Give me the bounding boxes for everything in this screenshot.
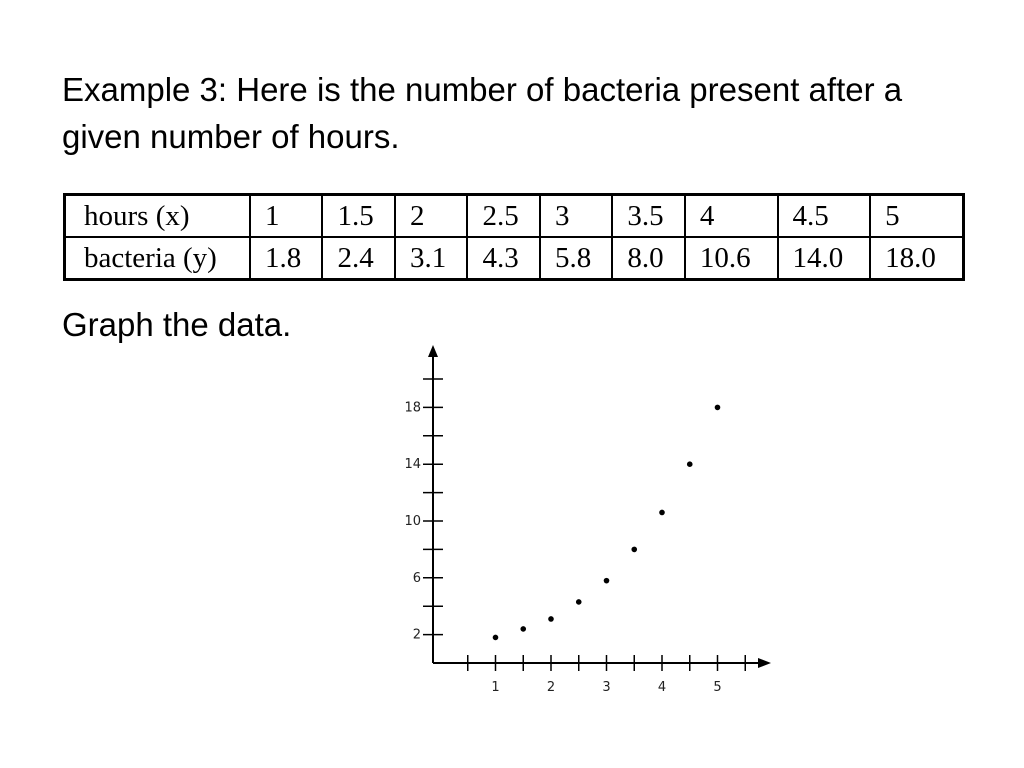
slide-title: Example 3: Here is the number of bacteri… — [62, 71, 903, 155]
y-tick-label: 2 — [413, 628, 421, 643]
table-cell: 8.0 — [611, 236, 686, 281]
table-cell: 10.6 — [683, 236, 779, 281]
table-cell: 4.3 — [466, 236, 541, 281]
data-point — [631, 546, 638, 553]
data-point — [686, 461, 693, 468]
row-label-bacteria: bacteria (y) — [63, 236, 251, 281]
data-point — [575, 599, 582, 605]
x-tick-label: 2 — [547, 680, 555, 695]
y-tick-label: 6 — [413, 571, 421, 586]
table-cell: 1 — [248, 193, 324, 238]
table-cell: 2.5 — [466, 193, 541, 238]
table-cell: 5 — [869, 193, 965, 238]
table-cell: 14.0 — [776, 236, 872, 281]
y-axis-arrow-icon — [428, 345, 438, 357]
x-axis-arrow-icon — [758, 658, 771, 668]
row-label-hours: hours (x) — [63, 193, 251, 238]
x-tick-label: 3 — [602, 680, 610, 695]
table-cell: 3.1 — [393, 236, 469, 281]
table-cell: 5.8 — [538, 236, 614, 281]
table-cell: 2 — [393, 193, 469, 238]
table-cell: 1.8 — [248, 236, 324, 281]
data-point — [659, 509, 665, 516]
table-cell: 18.0 — [869, 236, 965, 281]
table-cell: 4 — [683, 193, 779, 238]
x-tick-label: 1 — [491, 680, 499, 695]
x-tick-label: 4 — [658, 680, 666, 695]
data-table: hours (x) 1 1.5 2 2.5 3 3.5 4 4.5 5 bact… — [63, 193, 965, 281]
data-point — [548, 616, 554, 622]
data-point — [714, 404, 721, 411]
table-cell: 4.5 — [776, 193, 872, 238]
table-cell: 2.4 — [321, 236, 396, 281]
instruction-text: Graph the data. — [62, 306, 292, 343]
table-cell: 3 — [538, 193, 614, 238]
table-row-hours: hours (x) 1 1.5 2 2.5 3 3.5 4 4.5 5 — [63, 193, 965, 238]
table-cell: 3.5 — [611, 193, 686, 238]
data-point — [520, 626, 527, 632]
y-tick-label: 10 — [404, 514, 421, 529]
data-point — [492, 634, 499, 641]
table-row-bacteria: bacteria (y) 1.8 2.4 3.1 4.3 5.8 8.0 10.… — [63, 236, 965, 281]
y-tick-label: 14 — [404, 457, 421, 472]
y-tick-label: 18 — [404, 400, 421, 415]
table-cell: 1.5 — [321, 193, 396, 238]
x-tick-label: 5 — [713, 680, 721, 695]
data-point — [603, 577, 610, 584]
